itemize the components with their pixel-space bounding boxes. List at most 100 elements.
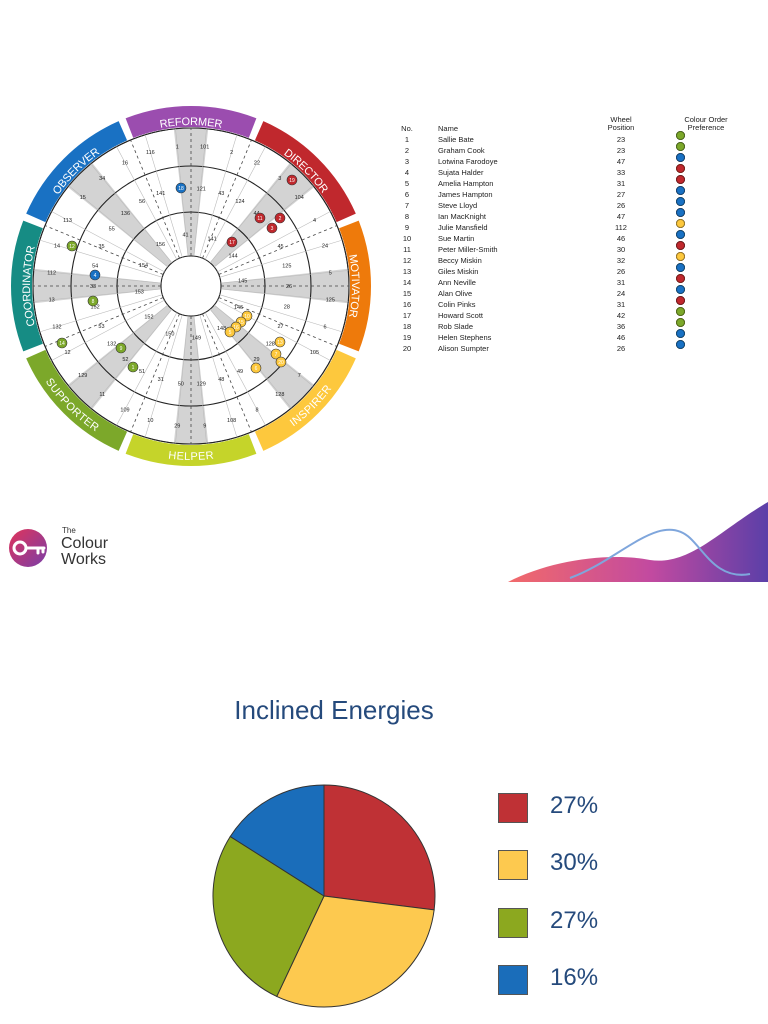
row-number: 13 bbox=[402, 267, 412, 276]
wheel-marker: 12 bbox=[66, 240, 78, 252]
svg-text:12: 12 bbox=[69, 244, 75, 250]
wheel-marker: 5 bbox=[224, 326, 236, 338]
wheel-position-number: 14 bbox=[54, 243, 60, 249]
wheel-position-number: 31 bbox=[158, 377, 164, 383]
row-wheel-position: 26 bbox=[616, 267, 626, 276]
row-name: Beccy Miskin bbox=[438, 256, 482, 265]
colour-dot bbox=[676, 273, 685, 283]
svg-text:4: 4 bbox=[94, 273, 97, 279]
svg-text:20: 20 bbox=[278, 360, 284, 366]
wheel-position-number: 125 bbox=[326, 298, 335, 304]
pie-slice-4 bbox=[229, 784, 325, 897]
wheel-position-number: 128 bbox=[266, 342, 275, 348]
row-name: Alan Olive bbox=[438, 289, 473, 298]
logo-colour: Colour bbox=[61, 535, 109, 552]
wheel-position-number: 33 bbox=[90, 284, 96, 290]
colour-works-wheel-panel: REFORMER DIRECTOR MOTIVATOR INSPIRER HELPER S… bbox=[9, 105, 768, 582]
wheel-marker: 1 bbox=[127, 361, 139, 373]
wheel-marker: 13 bbox=[274, 336, 286, 348]
colour-dot bbox=[676, 317, 685, 327]
row-number: 19 bbox=[402, 333, 412, 342]
colour-dot bbox=[676, 174, 685, 184]
wheel-marker: 11 bbox=[254, 212, 266, 224]
wheel-segment-label: COORDINATOR bbox=[21, 244, 38, 327]
wheel-position-number: 27 bbox=[277, 324, 283, 330]
logo-the: The bbox=[62, 526, 76, 535]
row-name: Helen Stephens bbox=[438, 333, 492, 342]
wheel-position-number: 113 bbox=[63, 218, 72, 224]
header-wheel: Wheel bbox=[610, 115, 632, 124]
wheel-position-number: 54 bbox=[92, 264, 98, 270]
wheel-position-number: 156 bbox=[156, 242, 165, 248]
wheel-position-number: 45 bbox=[277, 244, 283, 250]
row-number: 20 bbox=[402, 344, 412, 353]
row-number: 4 bbox=[404, 168, 410, 177]
wheel-position-number: 116 bbox=[146, 150, 155, 156]
colour-dot bbox=[676, 130, 685, 140]
row-name: Sue Martin bbox=[438, 234, 475, 243]
row-number: 6 bbox=[404, 190, 410, 199]
row-name: Amelia Hampton bbox=[438, 179, 494, 188]
row-name: Peter Miller-Smith bbox=[438, 245, 498, 254]
row-wheel-position: 23 bbox=[616, 146, 626, 155]
wheel-position-number: 56 bbox=[139, 199, 145, 205]
wheel-marker: 17 bbox=[226, 236, 238, 248]
colour-dot bbox=[676, 339, 685, 349]
wheel-segment-band bbox=[26, 121, 128, 223]
row-name: Rob Slade bbox=[438, 322, 474, 331]
wheel-marker: 8 bbox=[87, 295, 99, 307]
header-position: Position bbox=[607, 123, 635, 132]
wheel-position-number: 26 bbox=[286, 284, 292, 290]
wheel-position-number: 101 bbox=[200, 145, 209, 151]
legend-swatch bbox=[498, 965, 528, 995]
wheel-position-number: 125 bbox=[282, 264, 291, 270]
wheel-segment-band bbox=[26, 349, 128, 451]
svg-text:10: 10 bbox=[244, 314, 250, 320]
row-wheel-position: 31 bbox=[616, 278, 626, 287]
wheel-position-number: 52 bbox=[122, 357, 128, 363]
wheel-position-number: 55 bbox=[109, 226, 115, 232]
header-colour-order: Colour Order bbox=[684, 115, 728, 124]
wheel-position-number: 12 bbox=[64, 350, 70, 356]
wheel-position-number: 43 bbox=[218, 191, 224, 197]
legend-swatch bbox=[498, 850, 528, 880]
wheel-position-number: 15 bbox=[80, 195, 86, 201]
wheel-position-number: 9 bbox=[203, 423, 206, 429]
svg-text:1: 1 bbox=[132, 365, 135, 371]
wheel-position-number: 48 bbox=[218, 377, 224, 383]
colour-dot bbox=[676, 240, 685, 250]
wheel-position-number: 109 bbox=[120, 407, 129, 413]
svg-text:6: 6 bbox=[255, 366, 258, 372]
wheel-position-number: 10 bbox=[147, 418, 153, 424]
row-name: Graham Cook bbox=[438, 146, 485, 155]
row-wheel-position: 46 bbox=[616, 333, 626, 342]
svg-text:3: 3 bbox=[271, 226, 274, 232]
row-number: 5 bbox=[404, 179, 410, 188]
wheel-marker: 9 bbox=[115, 342, 127, 354]
row-number: 16 bbox=[402, 300, 412, 309]
row-name: Ian MacKnight bbox=[438, 212, 486, 221]
row-number: 9 bbox=[404, 223, 410, 232]
row-name: Sallie Bate bbox=[438, 135, 474, 144]
wheel-position-number: 150 bbox=[165, 332, 174, 338]
row-wheel-position: 24 bbox=[616, 289, 626, 298]
header-no: No. bbox=[401, 124, 413, 133]
row-number: 11 bbox=[403, 245, 411, 254]
wheel-position-number: 153 bbox=[135, 289, 144, 295]
wheel-position-number: 51 bbox=[139, 369, 145, 375]
svg-text:11: 11 bbox=[257, 216, 262, 222]
legend-label: 27% bbox=[550, 792, 599, 819]
wheel-position-number: 49 bbox=[237, 369, 243, 375]
wheel-marker: 14 bbox=[56, 337, 68, 349]
inclined-energies-title: Inclined Energies bbox=[234, 695, 434, 725]
row-wheel-position: 31 bbox=[616, 300, 626, 309]
wheel-marker: 19 bbox=[286, 174, 298, 186]
